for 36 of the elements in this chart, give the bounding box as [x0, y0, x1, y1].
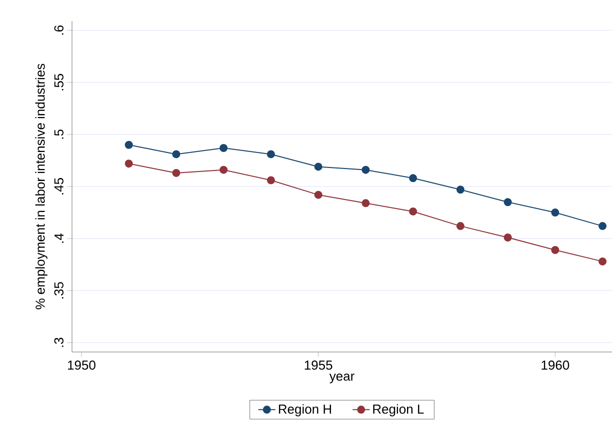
point: [314, 190, 322, 199]
point: [598, 257, 607, 266]
point: [598, 222, 607, 230]
point: [409, 207, 418, 216]
y-tick-label: .6: [54, 26, 64, 35]
point: [124, 140, 133, 149]
point: [266, 176, 275, 184]
point: [456, 186, 464, 194]
point: [220, 144, 228, 152]
y-tick-label: .55: [54, 74, 64, 90]
point: [314, 162, 322, 171]
point: [504, 234, 512, 242]
point: [362, 199, 370, 208]
legend-label: Region H: [278, 404, 331, 416]
point: [504, 198, 512, 206]
point: [409, 174, 418, 182]
y-tick-label: .45: [54, 178, 64, 194]
point: [362, 166, 370, 174]
y-tick-label: .3: [54, 338, 64, 347]
point: [551, 246, 560, 254]
x-tick-label: 1955: [304, 360, 332, 370]
y-tick-label: .4: [54, 234, 64, 243]
legend-label: Region L: [373, 404, 424, 416]
point: [266, 150, 275, 158]
point: [551, 208, 560, 217]
y-tick-label: .35: [54, 282, 64, 298]
y-tick-label: .5: [54, 130, 64, 139]
point: [172, 168, 180, 177]
x-tick-label: 1950: [68, 360, 96, 370]
point: [172, 150, 180, 158]
point: [124, 160, 133, 168]
point: [220, 166, 228, 174]
x-axis-title: year: [329, 374, 354, 384]
y-axis-title: % employment in labor intensive industries: [35, 64, 48, 310]
x-tick-label: 1960: [542, 360, 570, 370]
point: [456, 222, 464, 230]
